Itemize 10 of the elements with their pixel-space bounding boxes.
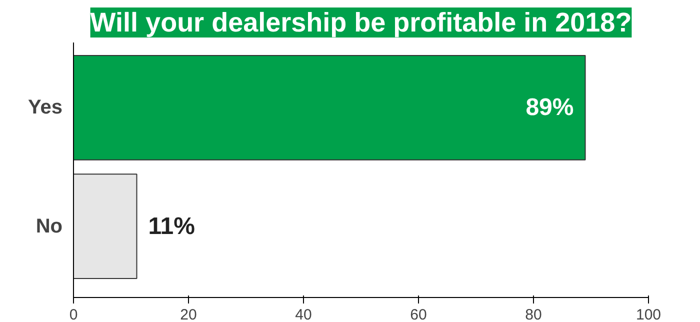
y-tick-label: Yes (28, 96, 62, 119)
x-tick-label: 20 (180, 306, 197, 322)
y-tick-label: No (36, 215, 63, 238)
x-tick-label: 40 (295, 306, 312, 322)
data-label: 89% (526, 94, 574, 122)
x-tick-label: 0 (69, 306, 78, 322)
x-tick-label: 100 (636, 306, 662, 322)
x-tick-label: 60 (410, 306, 427, 322)
data-label: 11% (148, 212, 195, 240)
x-tick-label: 80 (525, 306, 542, 322)
